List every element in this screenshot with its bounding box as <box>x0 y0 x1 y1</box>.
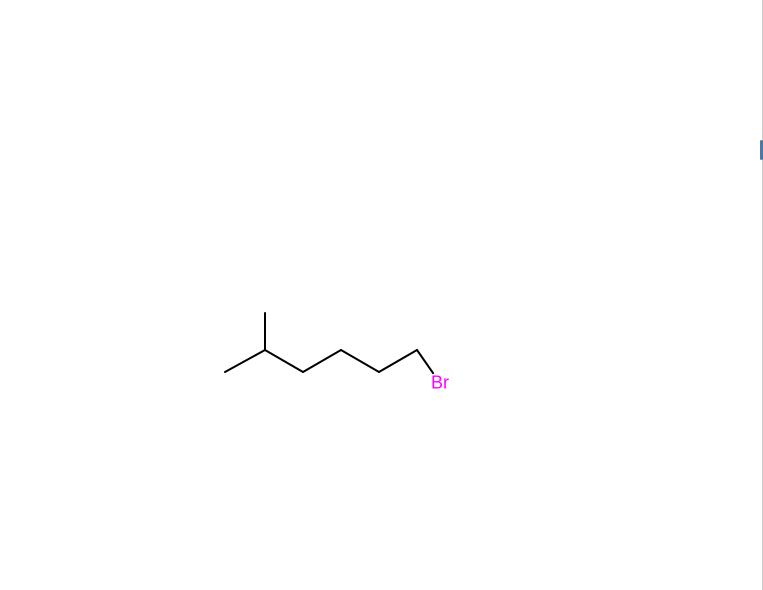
bond <box>341 350 379 372</box>
molecule-canvas <box>0 0 763 590</box>
bond <box>303 350 341 372</box>
bond <box>265 350 303 372</box>
bonds-group <box>225 313 433 373</box>
bond <box>417 350 433 373</box>
bond <box>379 350 417 372</box>
bond <box>225 350 265 372</box>
atom-label-br: Br <box>431 373 449 394</box>
